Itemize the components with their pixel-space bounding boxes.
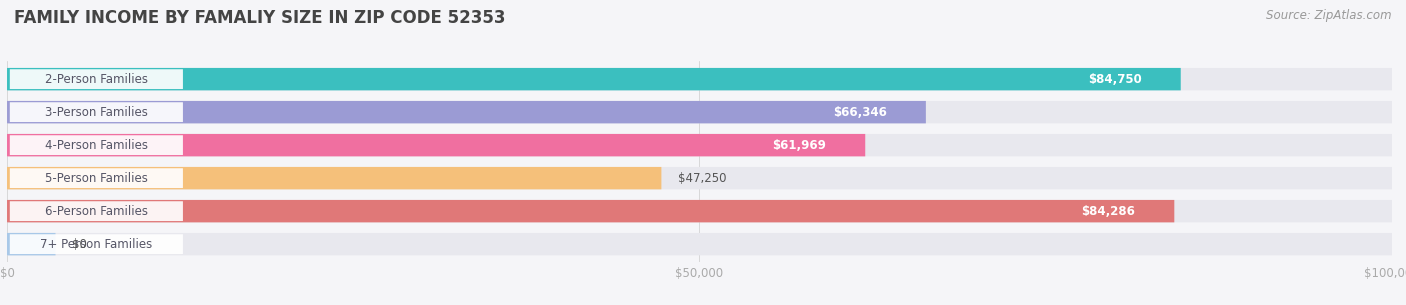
- Text: $0: $0: [72, 238, 87, 251]
- Text: 4-Person Families: 4-Person Families: [45, 139, 148, 152]
- Text: 2-Person Families: 2-Person Families: [45, 73, 148, 86]
- FancyBboxPatch shape: [801, 104, 920, 121]
- Text: $84,286: $84,286: [1081, 205, 1136, 218]
- FancyBboxPatch shape: [7, 167, 1392, 189]
- FancyBboxPatch shape: [1050, 203, 1167, 220]
- FancyBboxPatch shape: [10, 168, 183, 188]
- Text: 3-Person Families: 3-Person Families: [45, 106, 148, 119]
- FancyBboxPatch shape: [10, 69, 183, 89]
- FancyBboxPatch shape: [7, 233, 1392, 255]
- FancyBboxPatch shape: [10, 135, 183, 155]
- FancyBboxPatch shape: [10, 102, 183, 122]
- Text: $47,250: $47,250: [678, 172, 727, 185]
- FancyBboxPatch shape: [1056, 70, 1174, 88]
- FancyBboxPatch shape: [10, 201, 183, 221]
- Text: FAMILY INCOME BY FAMALIY SIZE IN ZIP CODE 52353: FAMILY INCOME BY FAMALIY SIZE IN ZIP COD…: [14, 9, 506, 27]
- FancyBboxPatch shape: [7, 68, 1181, 90]
- FancyBboxPatch shape: [7, 101, 927, 123]
- Text: 5-Person Families: 5-Person Families: [45, 172, 148, 185]
- Text: 6-Person Families: 6-Person Families: [45, 205, 148, 218]
- Text: 7+ Person Families: 7+ Person Families: [41, 238, 152, 251]
- FancyBboxPatch shape: [7, 134, 865, 156]
- FancyBboxPatch shape: [7, 200, 1174, 222]
- Text: $84,750: $84,750: [1088, 73, 1142, 86]
- Text: $66,346: $66,346: [834, 106, 887, 119]
- FancyBboxPatch shape: [10, 234, 183, 254]
- FancyBboxPatch shape: [7, 233, 55, 255]
- FancyBboxPatch shape: [7, 167, 661, 189]
- Text: $61,969: $61,969: [772, 139, 827, 152]
- FancyBboxPatch shape: [7, 134, 1392, 156]
- FancyBboxPatch shape: [741, 137, 858, 154]
- FancyBboxPatch shape: [7, 68, 1392, 90]
- FancyBboxPatch shape: [7, 101, 1392, 123]
- FancyBboxPatch shape: [7, 200, 1392, 222]
- Text: Source: ZipAtlas.com: Source: ZipAtlas.com: [1267, 9, 1392, 22]
